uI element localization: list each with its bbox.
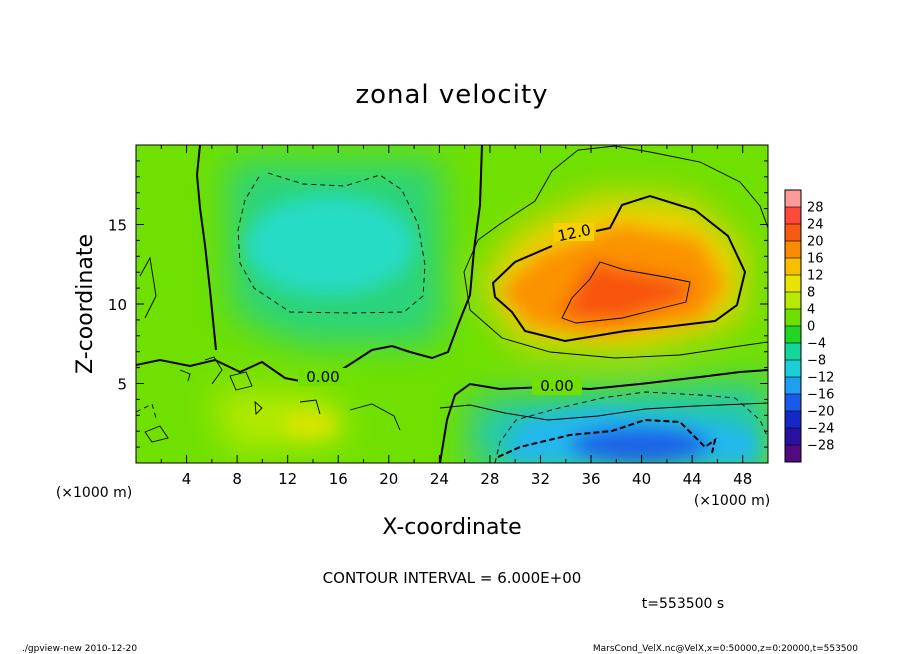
time-label: t=553500 s (642, 596, 724, 612)
colorbar-swatch (785, 258, 801, 276)
x-tick-label: 20 (379, 470, 398, 488)
contour-label-zero-right: 0.00 (540, 377, 573, 395)
colorbar-label: −12 (807, 371, 834, 386)
contour-label-zero-left: 0.00 (306, 368, 339, 386)
y-tick-label: 10 (108, 296, 127, 314)
x-axis: 4 8 12 16 20 24 28 32 36 40 44 48 (160, 145, 752, 488)
colorbar-swatch (785, 445, 801, 463)
colorbar-label: −16 (807, 388, 834, 403)
colorbar-label: −8 (807, 354, 826, 369)
colorbar-swatch (785, 309, 801, 327)
zero-contour-upper (195, 145, 217, 351)
y-tick-label: 5 (117, 376, 127, 394)
colorbar-label: 28 (807, 201, 824, 216)
colorbar-swatch (785, 394, 801, 412)
colorbar-label: −24 (807, 422, 834, 437)
colorbar-swatch (785, 224, 801, 242)
y-tick-label: 15 (108, 217, 127, 235)
colorbar-swatch (785, 241, 801, 259)
colorbar-label: 4 (807, 303, 815, 318)
upper-cyan-core (245, 195, 415, 295)
x-tick-label: 32 (531, 470, 550, 488)
colorbar-swatch (785, 377, 801, 395)
colorbar-label: 0 (807, 320, 815, 335)
colorbar-swatch (785, 326, 801, 344)
footer-left: ./gpview-new 2010-12-20 (22, 644, 137, 654)
chart-title: zonal velocity (355, 80, 548, 110)
eighteen-contour (561, 261, 691, 324)
x-tick-label: 16 (329, 470, 348, 488)
colorbar-swatch (785, 275, 801, 293)
six-contour (463, 145, 768, 359)
colorbar-label: 20 (807, 235, 824, 250)
small-contour-wiggles (139, 256, 401, 443)
colorbar-label: −28 (807, 439, 834, 454)
colorbar-swatch (785, 292, 801, 310)
x-tick-label: 44 (683, 470, 702, 488)
colorbar-swatch (785, 190, 801, 208)
minus-six-contour-left (136, 403, 157, 419)
minus-six-contour-upper (237, 172, 426, 314)
colorbar-swatch (785, 428, 801, 446)
y-axis: 5 10 15 (108, 160, 768, 448)
footer-right: MarsCond_VelX.nc@VelX,x=0:50000,z=0:2000… (593, 644, 858, 654)
colorbar-label: 8 (807, 286, 815, 301)
colorbar-label: 12 (807, 269, 824, 284)
y-axis-label: Z-coordinate (73, 234, 98, 374)
colorbar-label: −4 (807, 337, 826, 352)
twelve-contour (491, 194, 747, 343)
six-contour-lower (439, 402, 768, 421)
colorbar-swatch (785, 411, 801, 429)
x-axis-label: X-coordinate (382, 515, 521, 540)
contour-lines (136, 145, 768, 463)
x-tick-label: 48 (733, 470, 752, 488)
surface-blue-core (570, 427, 710, 463)
x-tick-label: 12 (278, 470, 297, 488)
x-tick-label: 40 (632, 470, 651, 488)
x-tick-label: 24 (430, 470, 449, 488)
colorbar: 28 24 20 16 12 8 4 0 −4 −8 −12 −16 −20 −24 −28 (784, 189, 834, 463)
x-tick-label: 36 (581, 470, 600, 488)
colorbar-label: 16 (807, 252, 824, 267)
contour-interval: CONTOUR INTERVAL = 6.000E+00 (323, 569, 582, 587)
x-tick-label: 4 (182, 470, 192, 488)
colorbar-swatch (785, 207, 801, 225)
minus-twelve-contour (497, 418, 717, 458)
colorbar-label: −20 (807, 405, 834, 420)
colorbar-label: 24 (807, 218, 824, 233)
colorbar-swatch (785, 343, 801, 361)
lower-yellow-patch (282, 413, 338, 437)
heatmap-field (136, 145, 768, 463)
y-unit-label: (×1000 m) (56, 485, 132, 501)
colorbar-swatch (785, 360, 801, 378)
x-unit-label: (×1000 m) (694, 493, 770, 509)
jet-peak-region (560, 262, 690, 320)
x-tick-label: 8 (232, 470, 242, 488)
x-tick-label: 28 (480, 470, 499, 488)
